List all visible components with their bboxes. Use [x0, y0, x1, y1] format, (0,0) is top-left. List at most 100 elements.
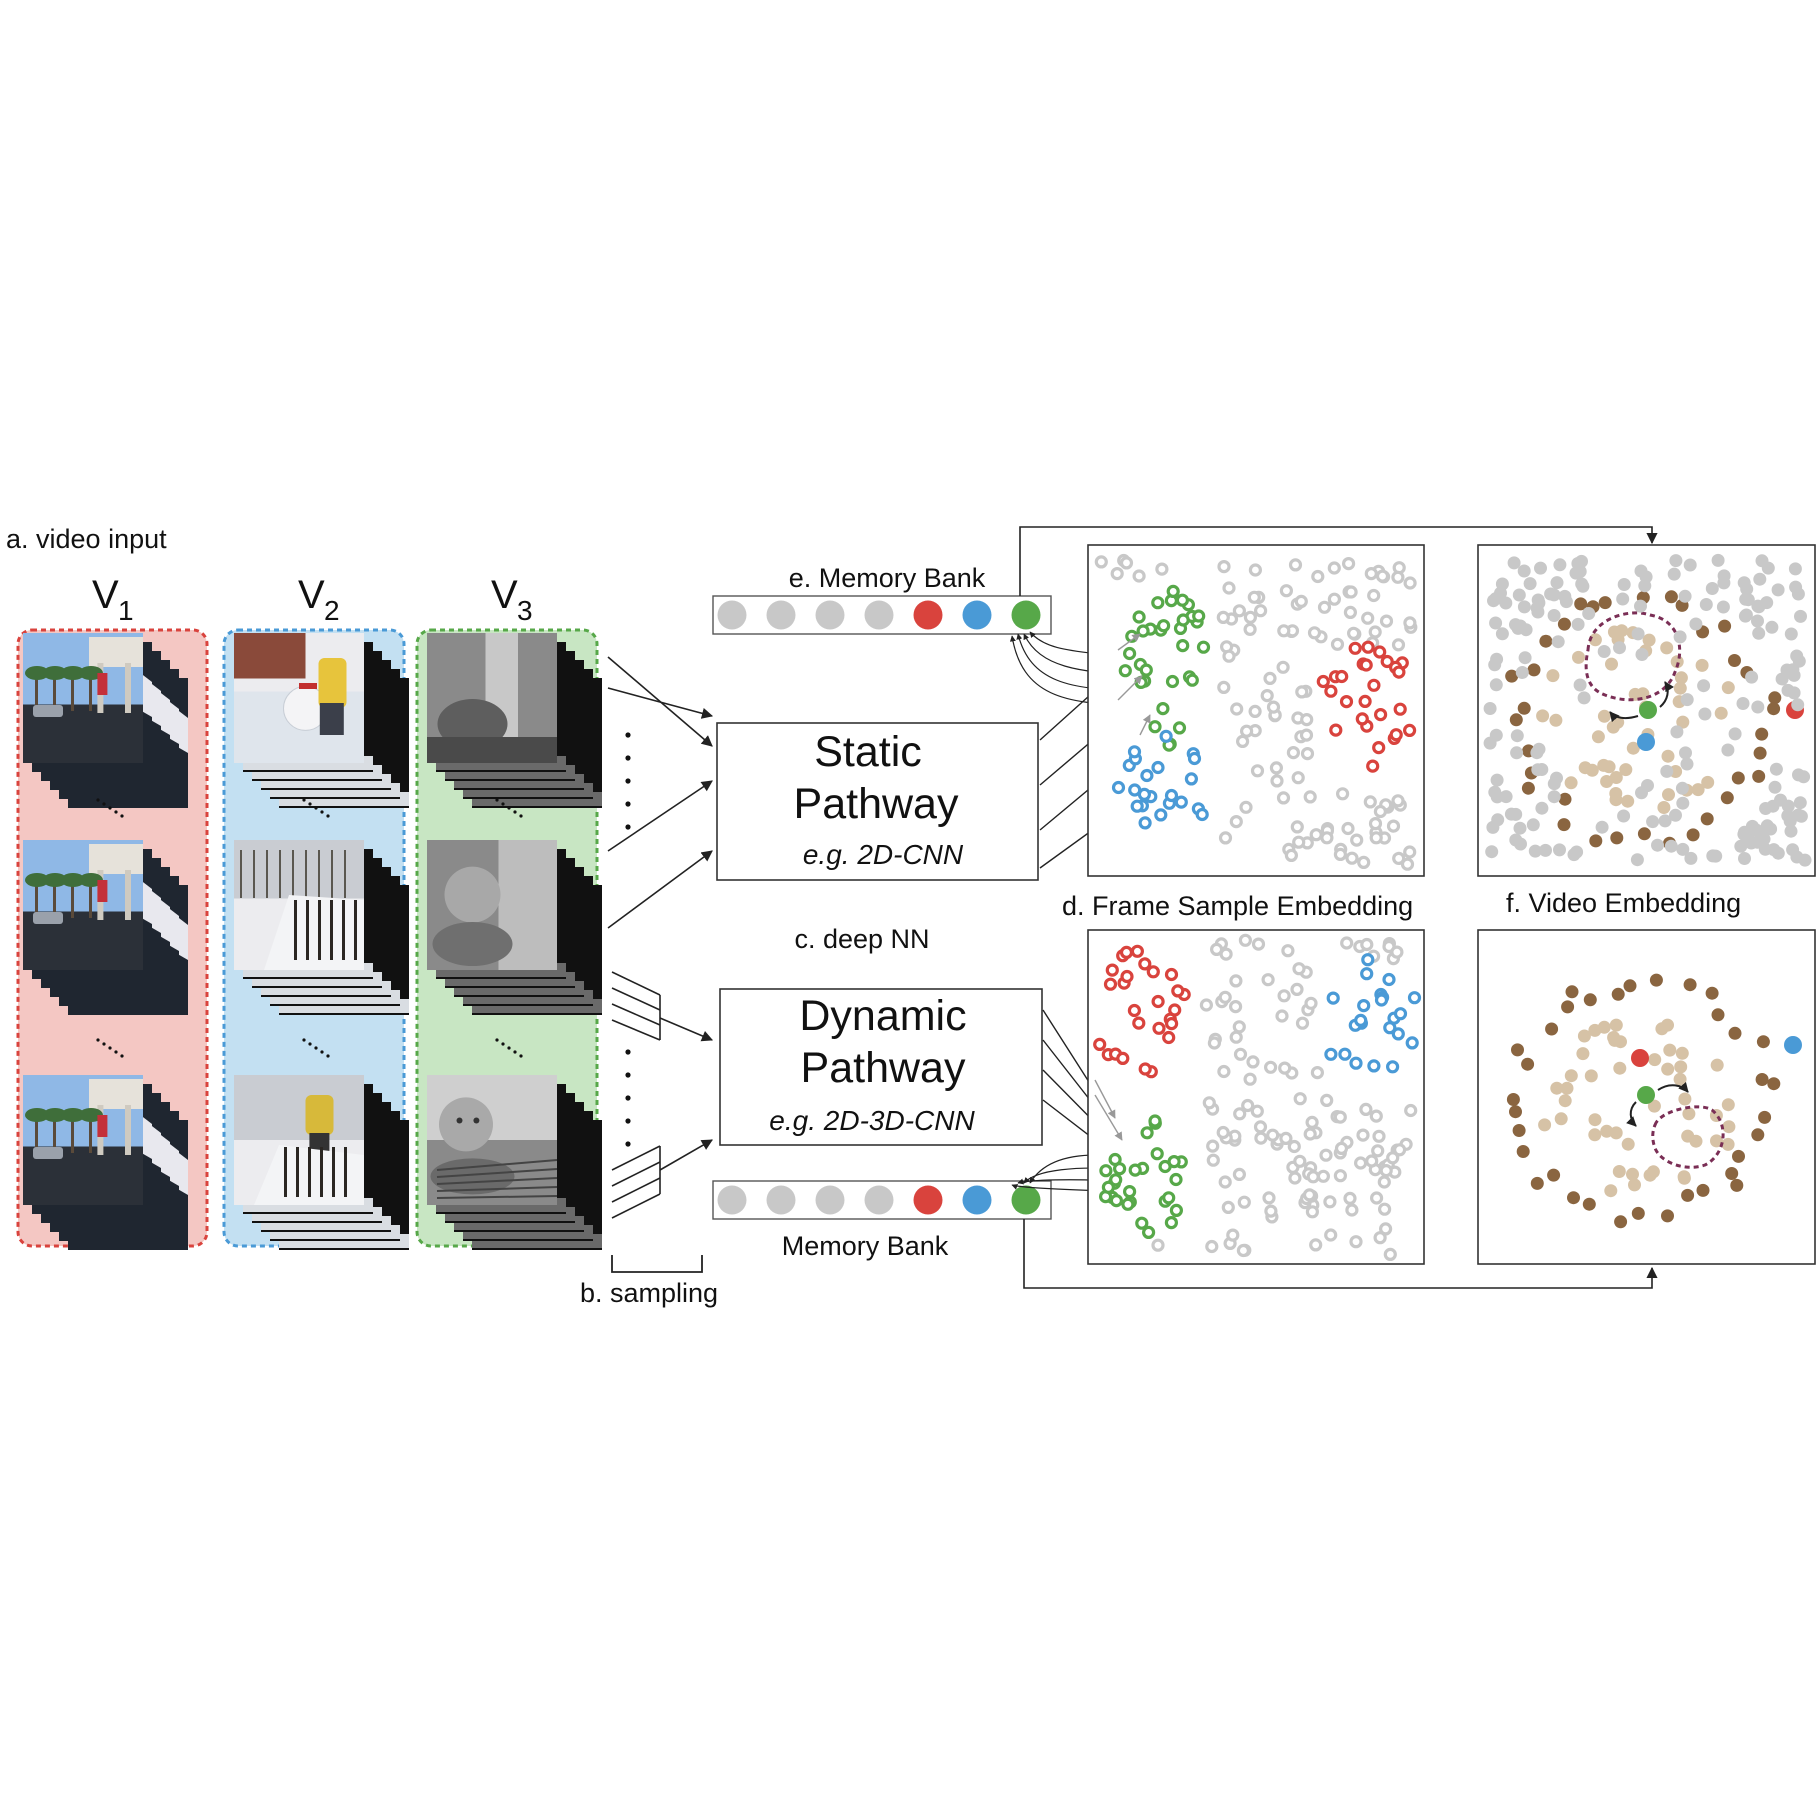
embedding-point	[1187, 751, 1202, 766]
embedding-point	[1771, 846, 1785, 860]
embedding-point	[1647, 1099, 1661, 1113]
embedding-point	[1316, 674, 1330, 689]
embedding-point	[1554, 1112, 1568, 1126]
embedding-point	[1609, 787, 1623, 800]
memory-bank-slot	[815, 1185, 845, 1215]
embedding-point	[1576, 579, 1590, 593]
embedding-point	[1680, 757, 1694, 771]
video-frame-stack	[23, 1075, 188, 1250]
embedding-point	[1111, 780, 1126, 795]
embedding-point	[1392, 851, 1406, 866]
embedding-point	[1517, 701, 1531, 715]
embedding-point	[1276, 791, 1291, 805]
embedding-point	[1343, 1191, 1357, 1206]
embedding-point	[1293, 1154, 1307, 1168]
embedding-point	[1233, 1047, 1248, 1061]
embedding-point	[1710, 1058, 1724, 1072]
embedding-point	[1175, 593, 1190, 607]
embedding-point	[1239, 724, 1254, 738]
video-frame-stack	[427, 840, 602, 1015]
embedding-point	[1510, 746, 1524, 760]
embedding-point	[1379, 614, 1394, 628]
embedding-point	[1758, 842, 1772, 856]
embedding-point	[1573, 565, 1587, 578]
embedding-point	[1558, 1094, 1572, 1108]
embedding-point	[1346, 626, 1361, 640]
embedding-point	[1330, 637, 1345, 651]
embedding-point	[1725, 1167, 1739, 1180]
embedding-point	[1340, 936, 1354, 950]
embedding-point	[1546, 669, 1560, 683]
video-index-1: 1	[118, 595, 134, 626]
embedding-point	[1561, 1000, 1575, 1014]
embedding-point	[1574, 597, 1588, 611]
positive-cluster-outline	[1651, 1105, 1725, 1169]
embedding-point	[1588, 1023, 1602, 1037]
embedding-point	[1676, 715, 1690, 729]
embedding-point	[1335, 669, 1349, 684]
embedding-point	[1164, 1215, 1179, 1230]
deep-nn-label: c. deep NN	[794, 924, 929, 954]
embedding-point	[1151, 760, 1165, 775]
embedding-point	[1550, 576, 1564, 590]
embedding-point	[1263, 671, 1277, 686]
memory-bank-slot	[864, 1185, 894, 1215]
embedding-point	[1667, 567, 1681, 581]
embedding-point	[1132, 610, 1146, 624]
embedding-point	[1162, 1191, 1176, 1205]
embedding-point	[1558, 589, 1572, 603]
embedding-point	[1794, 809, 1808, 823]
embedding-point	[1327, 561, 1341, 575]
embedding-point	[1349, 1056, 1363, 1070]
embedding-point	[1348, 641, 1362, 655]
embedding-point	[1518, 651, 1532, 665]
embedding-point	[1276, 660, 1290, 674]
embedding-point	[1790, 649, 1804, 663]
embedding-point	[1232, 604, 1247, 618]
embedding-point	[1621, 794, 1635, 808]
memory-bank-slot	[766, 1185, 796, 1215]
embedding-point	[1365, 1154, 1379, 1168]
memory-bank-bottom-label: Memory Bank	[782, 1231, 949, 1261]
embedding-point	[1582, 607, 1596, 620]
embedding-point	[1300, 712, 1314, 727]
embedding-point	[1333, 847, 1348, 862]
memory-bank-slot	[717, 600, 747, 630]
embedding-point	[1597, 645, 1611, 658]
embedding-point	[1309, 1238, 1323, 1252]
embedding-point	[1307, 626, 1322, 640]
embedding-point	[1403, 616, 1417, 630]
embedding-point	[1539, 843, 1552, 857]
embedding-point	[1676, 796, 1690, 810]
embedding-point	[1768, 780, 1782, 794]
dynamic-pathway-title-1: Dynamic	[799, 992, 966, 1040]
embedding-point	[1263, 1060, 1278, 1074]
embedding-point	[1675, 1046, 1689, 1060]
embedding-point	[1324, 684, 1338, 698]
embedding-point	[1738, 609, 1752, 623]
embedding-point	[1292, 962, 1306, 976]
embedding-point	[1403, 845, 1417, 859]
embedding-point	[1206, 1139, 1220, 1153]
embedding-point	[1109, 1173, 1123, 1187]
embedding-point	[1538, 1118, 1552, 1132]
frame-embedding-dynamic-points	[1093, 933, 1422, 1262]
embedding-point	[1304, 996, 1318, 1010]
embedding-point	[1583, 993, 1597, 1007]
embedding-point	[1740, 582, 1754, 596]
embedding-point	[1118, 664, 1132, 678]
embedding-point	[1202, 1096, 1216, 1110]
embedding-point	[1287, 1139, 1301, 1154]
embedding-point	[1110, 566, 1124, 581]
embedding-point	[1617, 809, 1631, 823]
embedding-point	[1751, 599, 1765, 613]
embedding-point	[1564, 1069, 1578, 1083]
embedding-point	[1303, 1127, 1317, 1141]
embedding-point	[1393, 702, 1407, 716]
embedding-point	[1148, 720, 1162, 734]
embedding-point	[1588, 1128, 1602, 1142]
embedding-point	[1619, 763, 1633, 777]
embedding-point	[1717, 569, 1731, 583]
